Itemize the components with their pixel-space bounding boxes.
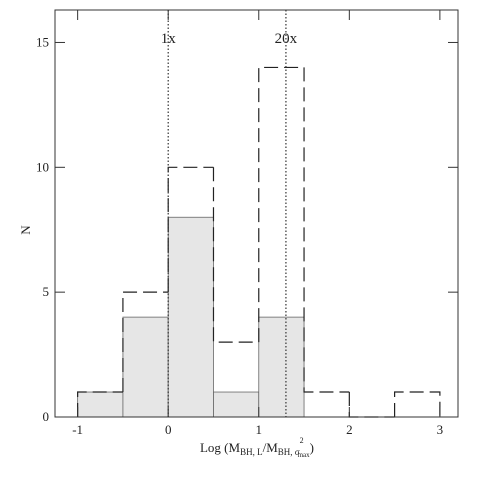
y-tick-label: 0 (43, 409, 50, 424)
histogram-bar (258, 316, 305, 418)
annotation: 20x (275, 31, 298, 47)
histogram-bar (167, 216, 214, 418)
histogram-step (348, 392, 395, 418)
y-tick-label: 10 (36, 159, 49, 174)
x-axis-label-part: BH, L (240, 447, 263, 457)
histogram-step (258, 66, 305, 343)
x-axis-label-part: ) (310, 440, 314, 455)
histogram-step (122, 291, 169, 393)
x-axis-label-part: max (298, 451, 311, 459)
annotation: 1x (161, 31, 177, 47)
x-tick-label: 1 (256, 422, 263, 437)
x-tick-label: 3 (437, 422, 444, 437)
x-axis-label-part: BH, σ (278, 447, 300, 457)
histogram-bar (213, 391, 260, 418)
plot-frame (54, 9, 459, 418)
histogram-step (212, 167, 259, 343)
x-tick-label: -1 (72, 422, 83, 437)
x-axis-label: Log (MBH, L/MBH, σ2 max) (200, 436, 314, 459)
y-tick-label: 15 (36, 34, 49, 49)
x-axis-label-part: Log (M (200, 440, 241, 455)
x-tick-label: 2 (346, 422, 353, 437)
x-tick-label: 0 (165, 422, 172, 437)
x-axis-label-part: 2 (300, 436, 304, 445)
histogram-bar (122, 316, 169, 418)
histogram-step (167, 166, 214, 293)
histogram-step (394, 391, 441, 417)
x-axis-label-part: /M (263, 440, 279, 455)
y-tick-label: 5 (43, 284, 50, 299)
y-axis-label: N (18, 225, 33, 235)
histogram-bar (77, 391, 124, 418)
histogram-step (303, 67, 350, 393)
